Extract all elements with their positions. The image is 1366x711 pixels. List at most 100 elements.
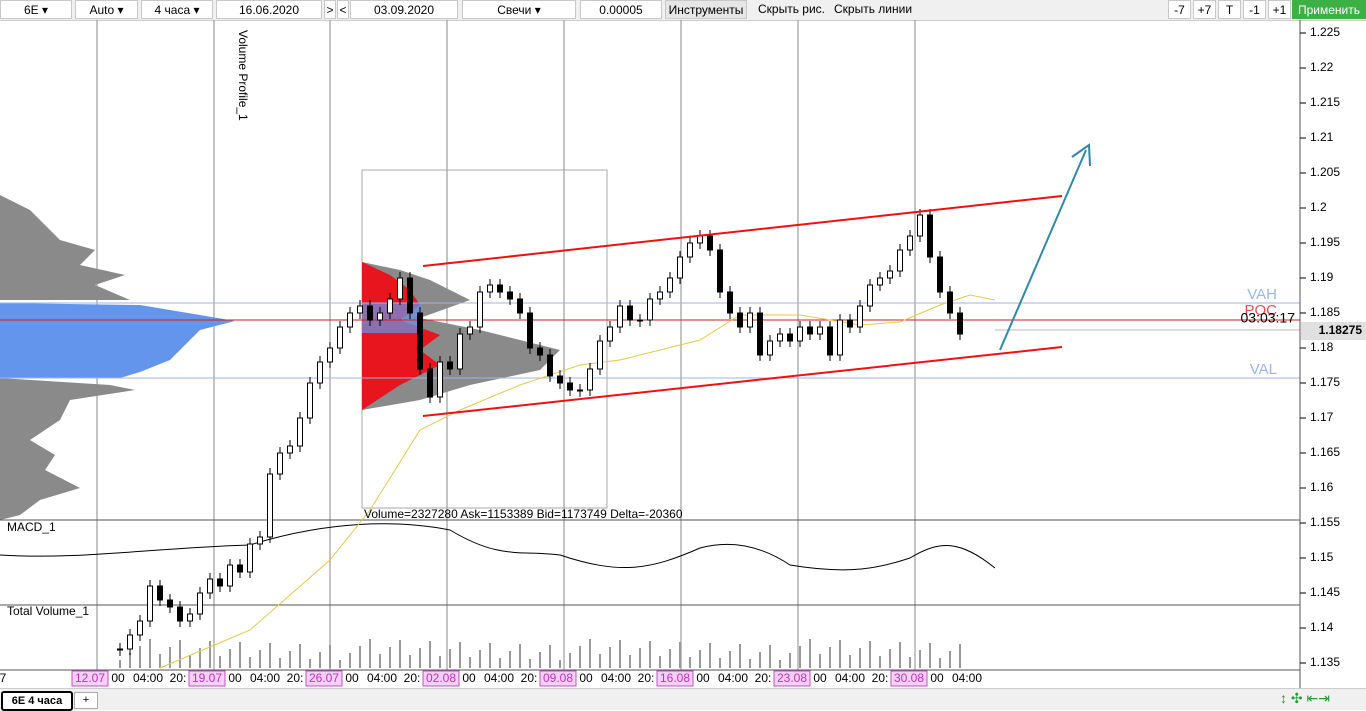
candle (307, 382, 313, 419)
macd-line (0, 523, 996, 571)
date-label: 09.08 (543, 671, 573, 685)
date-label: 23.08 (777, 671, 807, 685)
hide-lines[interactable]: Скрыть линии (834, 2, 913, 16)
volume-bar (149, 639, 151, 668)
candle (697, 235, 703, 244)
tab-add[interactable]: + (74, 692, 98, 709)
tick-size[interactable]: 0.00005 (580, 0, 662, 19)
style-select[interactable]: Свечи ▾ (462, 0, 576, 19)
candle (447, 361, 453, 370)
step-button[interactable]: +7 (1193, 0, 1216, 19)
prev-button[interactable]: < (337, 0, 349, 19)
volume-bar (309, 659, 311, 668)
candle (647, 298, 653, 321)
price-tick-label: 1.155 (1310, 515, 1340, 529)
candle (787, 333, 793, 342)
date-to-text: 03.09.2020 (373, 3, 435, 17)
time-label: 04:00 (601, 671, 631, 685)
candle (657, 291, 663, 300)
date-to[interactable]: 03.09.2020 (350, 0, 458, 19)
volume-bar (889, 649, 891, 668)
candle (927, 214, 933, 258)
volume-bar (659, 656, 661, 668)
volume-bar (959, 644, 961, 668)
price-tick-label: 1.195 (1310, 235, 1340, 249)
candle (837, 319, 843, 356)
candle (857, 305, 863, 328)
candle (217, 578, 223, 587)
price-tick-label: 1.19 (1310, 270, 1334, 284)
candle (247, 543, 253, 573)
time-label: 00 (228, 671, 242, 685)
price-tick-label: 1.2 (1310, 200, 1327, 214)
candle (127, 634, 133, 650)
time-label: 20: (170, 671, 187, 685)
volume-bar (319, 652, 321, 668)
candle (737, 312, 743, 328)
volume-bar (269, 643, 271, 668)
symbol: 6E (23, 3, 39, 17)
volume-bar (729, 651, 731, 668)
next-button[interactable]: > (324, 0, 336, 19)
volume-bar (919, 650, 921, 668)
candle (947, 291, 953, 314)
price-tick-label: 1.16 (1310, 480, 1334, 494)
volume-bar (899, 642, 901, 668)
symbol-select[interactable]: 6E ▾ (0, 0, 72, 19)
step-button[interactable]: T (1218, 0, 1241, 19)
apply-button[interactable]: Применить (1292, 0, 1366, 19)
tab-active[interactable]: 6E 4 часа (1, 691, 73, 711)
poc-label: POC (1244, 302, 1277, 319)
candle (147, 585, 153, 622)
time-label: 20: (404, 671, 421, 685)
tools-button[interactable]: Инструменты (665, 0, 747, 19)
hide-drawings[interactable]: Скрыть рис. (758, 2, 826, 16)
time-label: 00 (930, 671, 944, 685)
candle (937, 256, 943, 293)
date-label: 30.08 (894, 671, 924, 685)
scale-select[interactable]: Auto ▾ (75, 0, 138, 19)
step-button[interactable]: -7 (1168, 0, 1191, 19)
candle (817, 326, 823, 335)
date-label: 12.07 (75, 671, 105, 685)
time-label: 20: (287, 671, 304, 685)
volume-bar (909, 657, 911, 668)
volume-bar (519, 644, 521, 668)
channel-top (422, 195, 1063, 267)
volume-bar (869, 641, 871, 668)
window-icons[interactable]: ↕ ✣ ⇤⇥ (1280, 690, 1330, 706)
volume-bar (449, 649, 451, 668)
volume-bar (489, 643, 491, 668)
volume-bar (949, 651, 951, 668)
price-tick-label: 1.21 (1310, 130, 1334, 144)
candle (887, 270, 893, 279)
volume-bar (769, 645, 771, 668)
val-label: VAL (1250, 361, 1277, 378)
candle (807, 326, 813, 335)
price-tick-label: 1.215 (1310, 95, 1340, 109)
volume-bar (739, 644, 741, 668)
volume-bar (329, 645, 331, 668)
candle (457, 333, 463, 370)
step-button[interactable]: -1 (1243, 0, 1266, 19)
candle (407, 277, 413, 314)
date-from[interactable]: 16.06.2020 (216, 0, 322, 19)
candle (577, 389, 583, 392)
candle (427, 368, 433, 398)
candle (487, 284, 493, 293)
volume-bar (549, 645, 551, 668)
date-box (71, 670, 109, 687)
volume-bar (409, 655, 411, 668)
step-button[interactable]: +1 (1268, 0, 1291, 19)
timeframe-select[interactable]: 4 часа ▾ (141, 0, 213, 19)
candle (537, 347, 543, 356)
candle (677, 256, 683, 279)
profile-name: Volume Profile_1 (236, 30, 250, 121)
time-label: 20: (521, 671, 538, 685)
price-tick-label: 1.225 (1310, 25, 1340, 39)
moving-average (159, 294, 996, 669)
date-label: 26.07 (309, 671, 339, 685)
time-label: 04:00 (952, 671, 982, 685)
volume-bar (389, 647, 391, 668)
volume-bar (369, 639, 371, 668)
